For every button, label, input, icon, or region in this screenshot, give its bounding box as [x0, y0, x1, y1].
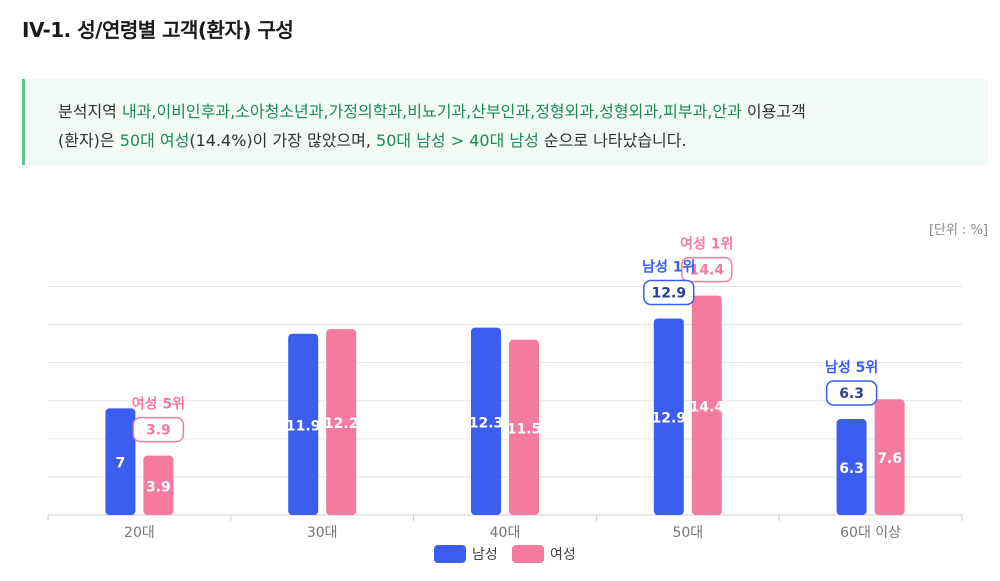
- summary-line1-segment-2: 이용고객: [741, 102, 806, 121]
- summary-line2-segment-1: 50대 여성: [119, 131, 190, 150]
- summary-line-2: (환자)은 50대 여성(14.4%)이 가장 많았으며, 50대 남성 > 4…: [58, 126, 988, 155]
- annotation-rank-label-3: 남성 5위: [825, 359, 878, 376]
- summary-line-1: 분석지역 내과,이비인후과,소아청소년과,가정의학과,비뇨기과,산부인과,정형외…: [58, 97, 988, 126]
- annotation-rank-label-2: 남성 1위: [642, 258, 695, 275]
- bar-value-label: 12.9: [652, 411, 687, 427]
- x-tick-label: 40대: [490, 525, 521, 541]
- annotation-box-1: [681, 256, 733, 283]
- summary-line2-segment-2: (14.4%)이 가장 많았으며,: [189, 131, 377, 150]
- annotation-rank-label-1: 여성 1위: [680, 236, 733, 253]
- bar-value-label: 7.6: [877, 451, 902, 467]
- bar-male-1: [288, 333, 319, 515]
- x-tick-label: 30대: [307, 525, 338, 541]
- bar-value-label: 11.5: [507, 421, 542, 437]
- annotation-box-2: [643, 279, 695, 306]
- legend-swatch-0: [434, 545, 466, 563]
- summary-line2-segment-0: (환자)은: [58, 131, 120, 150]
- bar-value-label: 11.9: [286, 418, 321, 434]
- annotation-value-3: 6.3: [839, 386, 864, 402]
- bar-female-1: [326, 329, 357, 515]
- bar-value-label: 12.2: [324, 416, 359, 432]
- bar-value-label: 3.9: [146, 479, 171, 495]
- summary-box: 분석지역 내과,이비인후과,소아청소년과,가정의학과,비뇨기과,산부인과,정형외…: [22, 79, 988, 165]
- annotation-box-0: [132, 416, 185, 443]
- page-title: IV-1. 성/연령별 고객(환자) 구성: [22, 18, 294, 42]
- bar-value-label: 6.3: [839, 461, 864, 477]
- annotation-value-1: 14.4: [690, 263, 725, 279]
- annotation-box-3: [825, 380, 878, 406]
- summary-line1-segment-1: 내과,이비인후과,소아청소년과,가정의학과,비뇨기과,산부인과,정형외과,성형외…: [121, 102, 742, 121]
- x-tick-label: 20대: [124, 525, 155, 541]
- bar-female-3: [691, 295, 722, 515]
- annotation-value-2: 12.9: [652, 285, 687, 301]
- bar-male-2: [471, 327, 501, 515]
- summary-line2-segment-3: 50대 남성 > 40대 남성: [376, 131, 539, 150]
- bar-value-label: 14.4: [690, 399, 725, 415]
- x-tick-label: 60대 이상: [840, 525, 901, 541]
- annotation-rank-label-0: 여성 5위: [132, 396, 185, 413]
- bar-male-3: [653, 318, 684, 515]
- bar-female-2: [509, 339, 539, 515]
- bar-male-4: [836, 419, 867, 515]
- bar-male-0: [105, 408, 136, 515]
- unit-label: [단위 : %]: [928, 223, 988, 238]
- x-tick-label: 50대: [672, 525, 703, 541]
- legend-label-0: 남성: [472, 547, 498, 563]
- legend-label-1: 여성: [550, 547, 576, 563]
- legend-swatch-1: [512, 545, 544, 563]
- bar-value-label: 7: [116, 456, 126, 472]
- bar-female-0: [143, 455, 174, 515]
- summary-line2-segment-4: 순으로 나타났습니다.: [538, 131, 687, 150]
- bar-female-4: [874, 399, 905, 515]
- annotation-value-0: 3.9: [146, 423, 171, 439]
- summary-line1-segment-0: 분석지역: [58, 102, 122, 121]
- bar-value-label: 12.3: [469, 415, 504, 431]
